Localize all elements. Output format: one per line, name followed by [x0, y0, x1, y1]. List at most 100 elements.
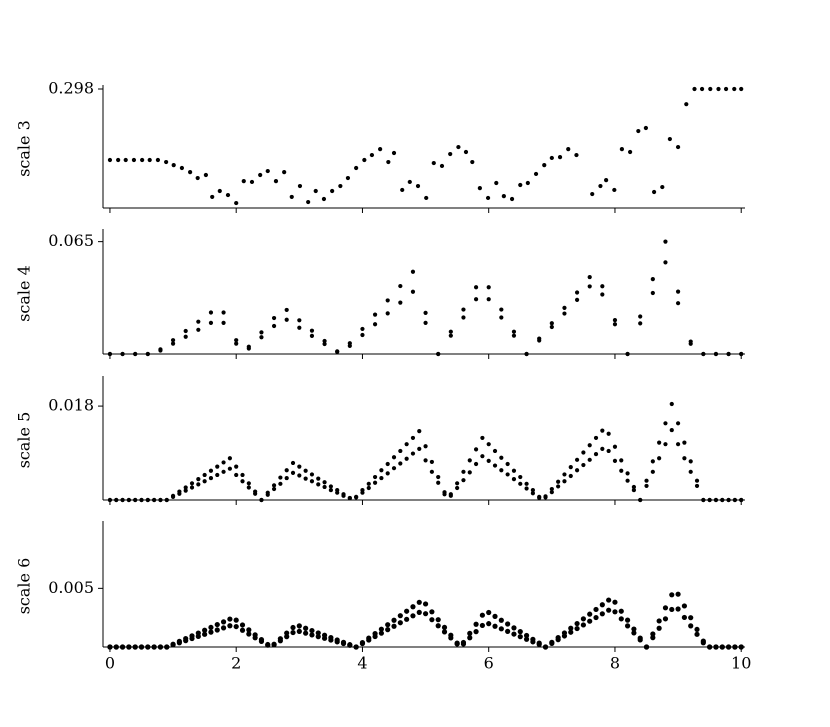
data-point — [568, 465, 573, 470]
data-point — [155, 157, 161, 163]
data-point — [650, 635, 656, 641]
y-axis-label: scale 3 — [15, 120, 34, 177]
data-point — [537, 338, 542, 343]
data-point — [126, 497, 131, 503]
data-point — [120, 351, 125, 357]
data-point — [278, 481, 283, 486]
data-point — [372, 474, 378, 480]
data-point — [662, 616, 669, 622]
data-point — [660, 184, 665, 190]
data-point — [684, 102, 689, 107]
data-point — [505, 461, 510, 467]
data-point — [511, 329, 517, 334]
data-point — [606, 597, 612, 603]
data-point — [360, 332, 365, 338]
data-point — [259, 330, 264, 335]
data-point — [203, 172, 208, 178]
data-point — [416, 599, 422, 605]
data-point — [404, 442, 409, 447]
data-point — [499, 455, 504, 460]
data-point — [309, 333, 315, 338]
data-point — [524, 351, 529, 357]
data-point — [179, 165, 185, 171]
data-point — [385, 298, 390, 303]
data-point — [663, 260, 668, 265]
data-point — [587, 618, 593, 624]
data-point — [321, 635, 328, 641]
data-point — [587, 611, 593, 617]
data-point — [271, 315, 277, 321]
data-point — [505, 621, 511, 627]
data-point — [147, 157, 152, 163]
y-axis-label: scale 4 — [15, 265, 34, 322]
data-point — [252, 635, 258, 641]
data-point — [448, 329, 453, 334]
data-point — [177, 491, 182, 496]
data-point — [581, 450, 586, 455]
data-point — [290, 460, 296, 466]
data-point — [518, 182, 523, 188]
data-point — [316, 476, 321, 481]
data-point — [492, 613, 498, 619]
data-point — [501, 194, 506, 199]
data-point — [170, 338, 176, 343]
data-point — [429, 617, 435, 623]
data-point — [682, 456, 687, 461]
data-point — [694, 483, 700, 489]
data-point — [422, 601, 429, 607]
data-point — [431, 160, 436, 166]
x-tick-label: 6 — [484, 654, 494, 673]
data-point — [568, 629, 574, 635]
data-point — [739, 497, 744, 503]
data-point — [631, 487, 636, 493]
data-point — [417, 429, 422, 434]
data-point — [265, 492, 270, 497]
data-point — [694, 478, 700, 483]
data-point — [498, 617, 504, 623]
data-point — [277, 638, 283, 644]
data-point — [625, 351, 630, 357]
data-point — [330, 188, 335, 194]
data-point — [492, 623, 498, 629]
data-point — [542, 644, 549, 650]
data-point — [114, 497, 119, 503]
data-point — [669, 401, 674, 407]
data-point — [675, 421, 681, 426]
data-point — [517, 634, 523, 640]
data-point — [410, 289, 416, 294]
y-tick-label: 0.298 — [48, 79, 94, 98]
data-point — [234, 200, 239, 206]
data-point — [132, 644, 138, 650]
data-point — [549, 486, 554, 492]
data-point — [249, 179, 255, 185]
data-point — [107, 644, 113, 650]
data-point — [549, 321, 554, 326]
data-point — [215, 472, 220, 478]
data-point — [183, 328, 188, 334]
data-point — [549, 640, 555, 646]
data-point — [202, 479, 207, 484]
data-point — [208, 468, 214, 473]
data-point — [726, 497, 731, 503]
data-point — [354, 495, 359, 500]
data-point — [195, 175, 200, 181]
data-point — [619, 468, 624, 473]
data-point — [234, 341, 239, 346]
data-point — [574, 468, 580, 473]
data-point — [397, 620, 403, 626]
data-point — [473, 447, 479, 452]
data-point — [606, 431, 611, 436]
data-point — [530, 491, 535, 496]
data-point — [549, 490, 554, 495]
data-point — [518, 474, 523, 480]
data-point — [479, 612, 485, 618]
x-tick-label: 8 — [610, 654, 620, 673]
data-point — [486, 442, 491, 447]
data-point — [511, 631, 517, 637]
data-point — [290, 470, 296, 475]
data-point — [612, 322, 618, 327]
data-point — [600, 284, 605, 289]
data-point — [549, 324, 554, 330]
data-point — [663, 442, 668, 447]
